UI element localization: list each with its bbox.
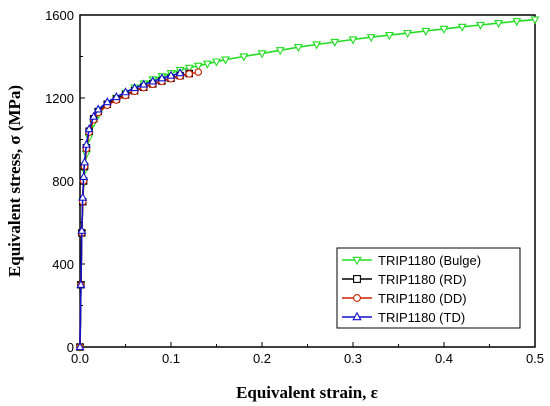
x-tick-label: 0.4 [435, 351, 453, 366]
data-point-circle [353, 294, 361, 302]
data-point-square [353, 275, 361, 283]
data-point-triangle-down [257, 50, 267, 59]
data-point-triangle-down [530, 16, 540, 25]
y-tick-label: 1600 [45, 8, 74, 23]
data-point-triangle-up [84, 124, 94, 133]
x-axis-title: Equivalent strain, ε [236, 383, 378, 402]
data-point-triangle-up [121, 87, 130, 96]
data-point-triangle-up [139, 79, 149, 88]
data-point-triangle-up [352, 311, 362, 321]
data-point-circle [185, 70, 193, 78]
y-tick-label: 400 [52, 257, 74, 272]
data-point-triangle-down [403, 29, 413, 39]
y-tick-label: 1200 [45, 91, 74, 106]
x-axis-ticks: 0.0 0.1 0.2 0.3 0.4 0.5 [71, 342, 544, 366]
data-point-triangle-up [111, 91, 121, 101]
data-point-triangle-up [175, 68, 185, 77]
data-point-circle [194, 68, 203, 76]
data-point-triangle-down [512, 18, 522, 27]
data-point-triangle-up [157, 73, 167, 82]
data-point-triangle-down [221, 56, 231, 65]
x-tick-label: 0.3 [344, 351, 362, 366]
data-point-triangle-down [293, 44, 303, 53]
legend-label: TRIP1180 (RD) [378, 272, 467, 287]
data-point-triangle-up [77, 225, 87, 234]
data-point-triangle-down [239, 53, 249, 62]
data-point-triangle-down [212, 58, 221, 67]
x-tick-label: 0.1 [162, 351, 180, 366]
legend-label: TRIP1180 (TD) [378, 310, 465, 325]
y-tick-label: 800 [52, 174, 74, 189]
x-tick-label: 0.0 [71, 351, 89, 366]
data-point-triangle-up [93, 104, 103, 113]
legend: TRIP1180 (Bulge) TRIP1180 (RD) TRIP1180 (D… [336, 247, 521, 329]
data-point-triangle-up [76, 279, 86, 288]
data-point-triangle-up [130, 83, 140, 92]
data-point-triangle-down [457, 23, 467, 32]
data-point-triangle-down [475, 21, 485, 30]
data-point-triangle-up [80, 157, 90, 166]
data-point-triangle-down [275, 47, 285, 56]
y-axis-ticks: 0 400 800 1200 1600 [45, 8, 85, 355]
data-point-triangle-down [202, 60, 212, 69]
data-point-triangle-down [366, 34, 376, 43]
data-point-triangle-up [75, 342, 85, 351]
data-point-triangle-down [330, 38, 340, 47]
data-point-triangle-up [102, 97, 112, 106]
legend-box [336, 247, 521, 329]
data-point-triangle-up [89, 111, 99, 120]
series-layer [75, 16, 540, 352]
data-point-triangle-down [193, 62, 203, 71]
data-point-triangle-up [79, 171, 89, 180]
series-4 [75, 68, 185, 351]
data-point-triangle-up [78, 192, 88, 201]
data-point-triangle-up [166, 70, 176, 79]
data-point-triangle-down [494, 19, 504, 29]
legend-label: TRIP1180 (DD) [378, 291, 467, 306]
data-point-triangle-down [421, 27, 431, 36]
data-point-triangle-down [312, 41, 322, 50]
legend-label: TRIP1180 (Bulge) [378, 253, 481, 268]
x-tick-label: 0.2 [253, 351, 271, 366]
y-axis-title: Equivalent stress, σ (MPa) [5, 85, 24, 277]
data-point-triangle-down [348, 36, 358, 45]
data-point-triangle-down [352, 256, 362, 266]
data-point-triangle-down [384, 32, 394, 41]
data-point-triangle-down [439, 25, 449, 34]
x-tick-label: 0.5 [526, 351, 544, 366]
data-point-triangle-up [81, 139, 91, 148]
y-tick-label: 0 [67, 340, 74, 355]
data-point-triangle-up [148, 76, 158, 85]
data-point-triangle-down [184, 64, 194, 73]
